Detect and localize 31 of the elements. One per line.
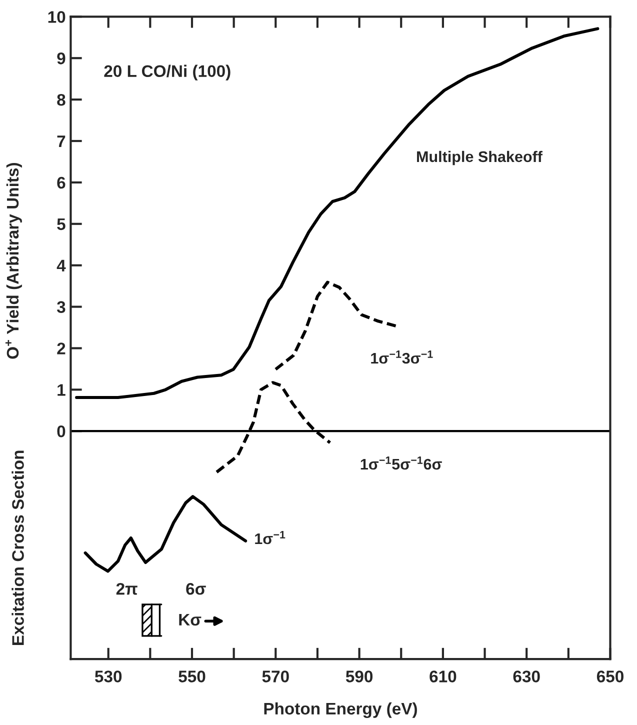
x-axis-title: Photon Energy (eV) bbox=[264, 702, 417, 718]
y-tick-label: 2 bbox=[57, 342, 66, 354]
x-tick-label: 630 bbox=[513, 670, 540, 682]
text: 1σ$^{−1}$5σ$^{−1}$6σ bbox=[360, 456, 442, 470]
x-tick-label: 530 bbox=[94, 670, 122, 682]
text: Excitation Cross Section bbox=[12, 450, 24, 645]
y-tick-label: 8 bbox=[57, 94, 66, 106]
line-series bbox=[75, 27, 600, 400]
annotation: Kσ bbox=[179, 614, 202, 626]
annotation: 2π bbox=[116, 582, 138, 595]
y-tick-label: 5 bbox=[57, 218, 66, 230]
series-label: Multiple Shakeoff bbox=[417, 150, 543, 166]
annotation: 20 L CO/Ni (100) bbox=[104, 64, 230, 80]
x-tick-label: 610 bbox=[430, 670, 456, 682]
y-tick-label: 3 bbox=[56, 301, 66, 313]
line-series bbox=[84, 495, 248, 573]
x-tick-label: 650 bbox=[596, 670, 624, 682]
annotation: 6σ bbox=[186, 582, 206, 595]
y-axis-title: O$^{+}$ Yield (Arbitrary Units) bbox=[5, 163, 22, 359]
x-tick-label: 570 bbox=[262, 670, 289, 682]
y-tick-label: 10 bbox=[48, 11, 66, 23]
y-tick-label: 4 bbox=[56, 260, 66, 272]
y-tick-label: 1 bbox=[58, 384, 66, 396]
x-tick-label: 590 bbox=[346, 670, 373, 682]
y-tick-label: 6 bbox=[57, 176, 66, 189]
x-tick-label: 550 bbox=[178, 670, 206, 682]
y-tick-label: 9 bbox=[57, 52, 66, 64]
y-tick-label: 0 bbox=[57, 425, 66, 438]
series-label: 1σ$^{−1}$3σ$^{−1}$ bbox=[371, 350, 433, 364]
y-tick-label: 7 bbox=[57, 136, 66, 148]
series-label: 1σ$^{−1}$ bbox=[255, 531, 286, 544]
